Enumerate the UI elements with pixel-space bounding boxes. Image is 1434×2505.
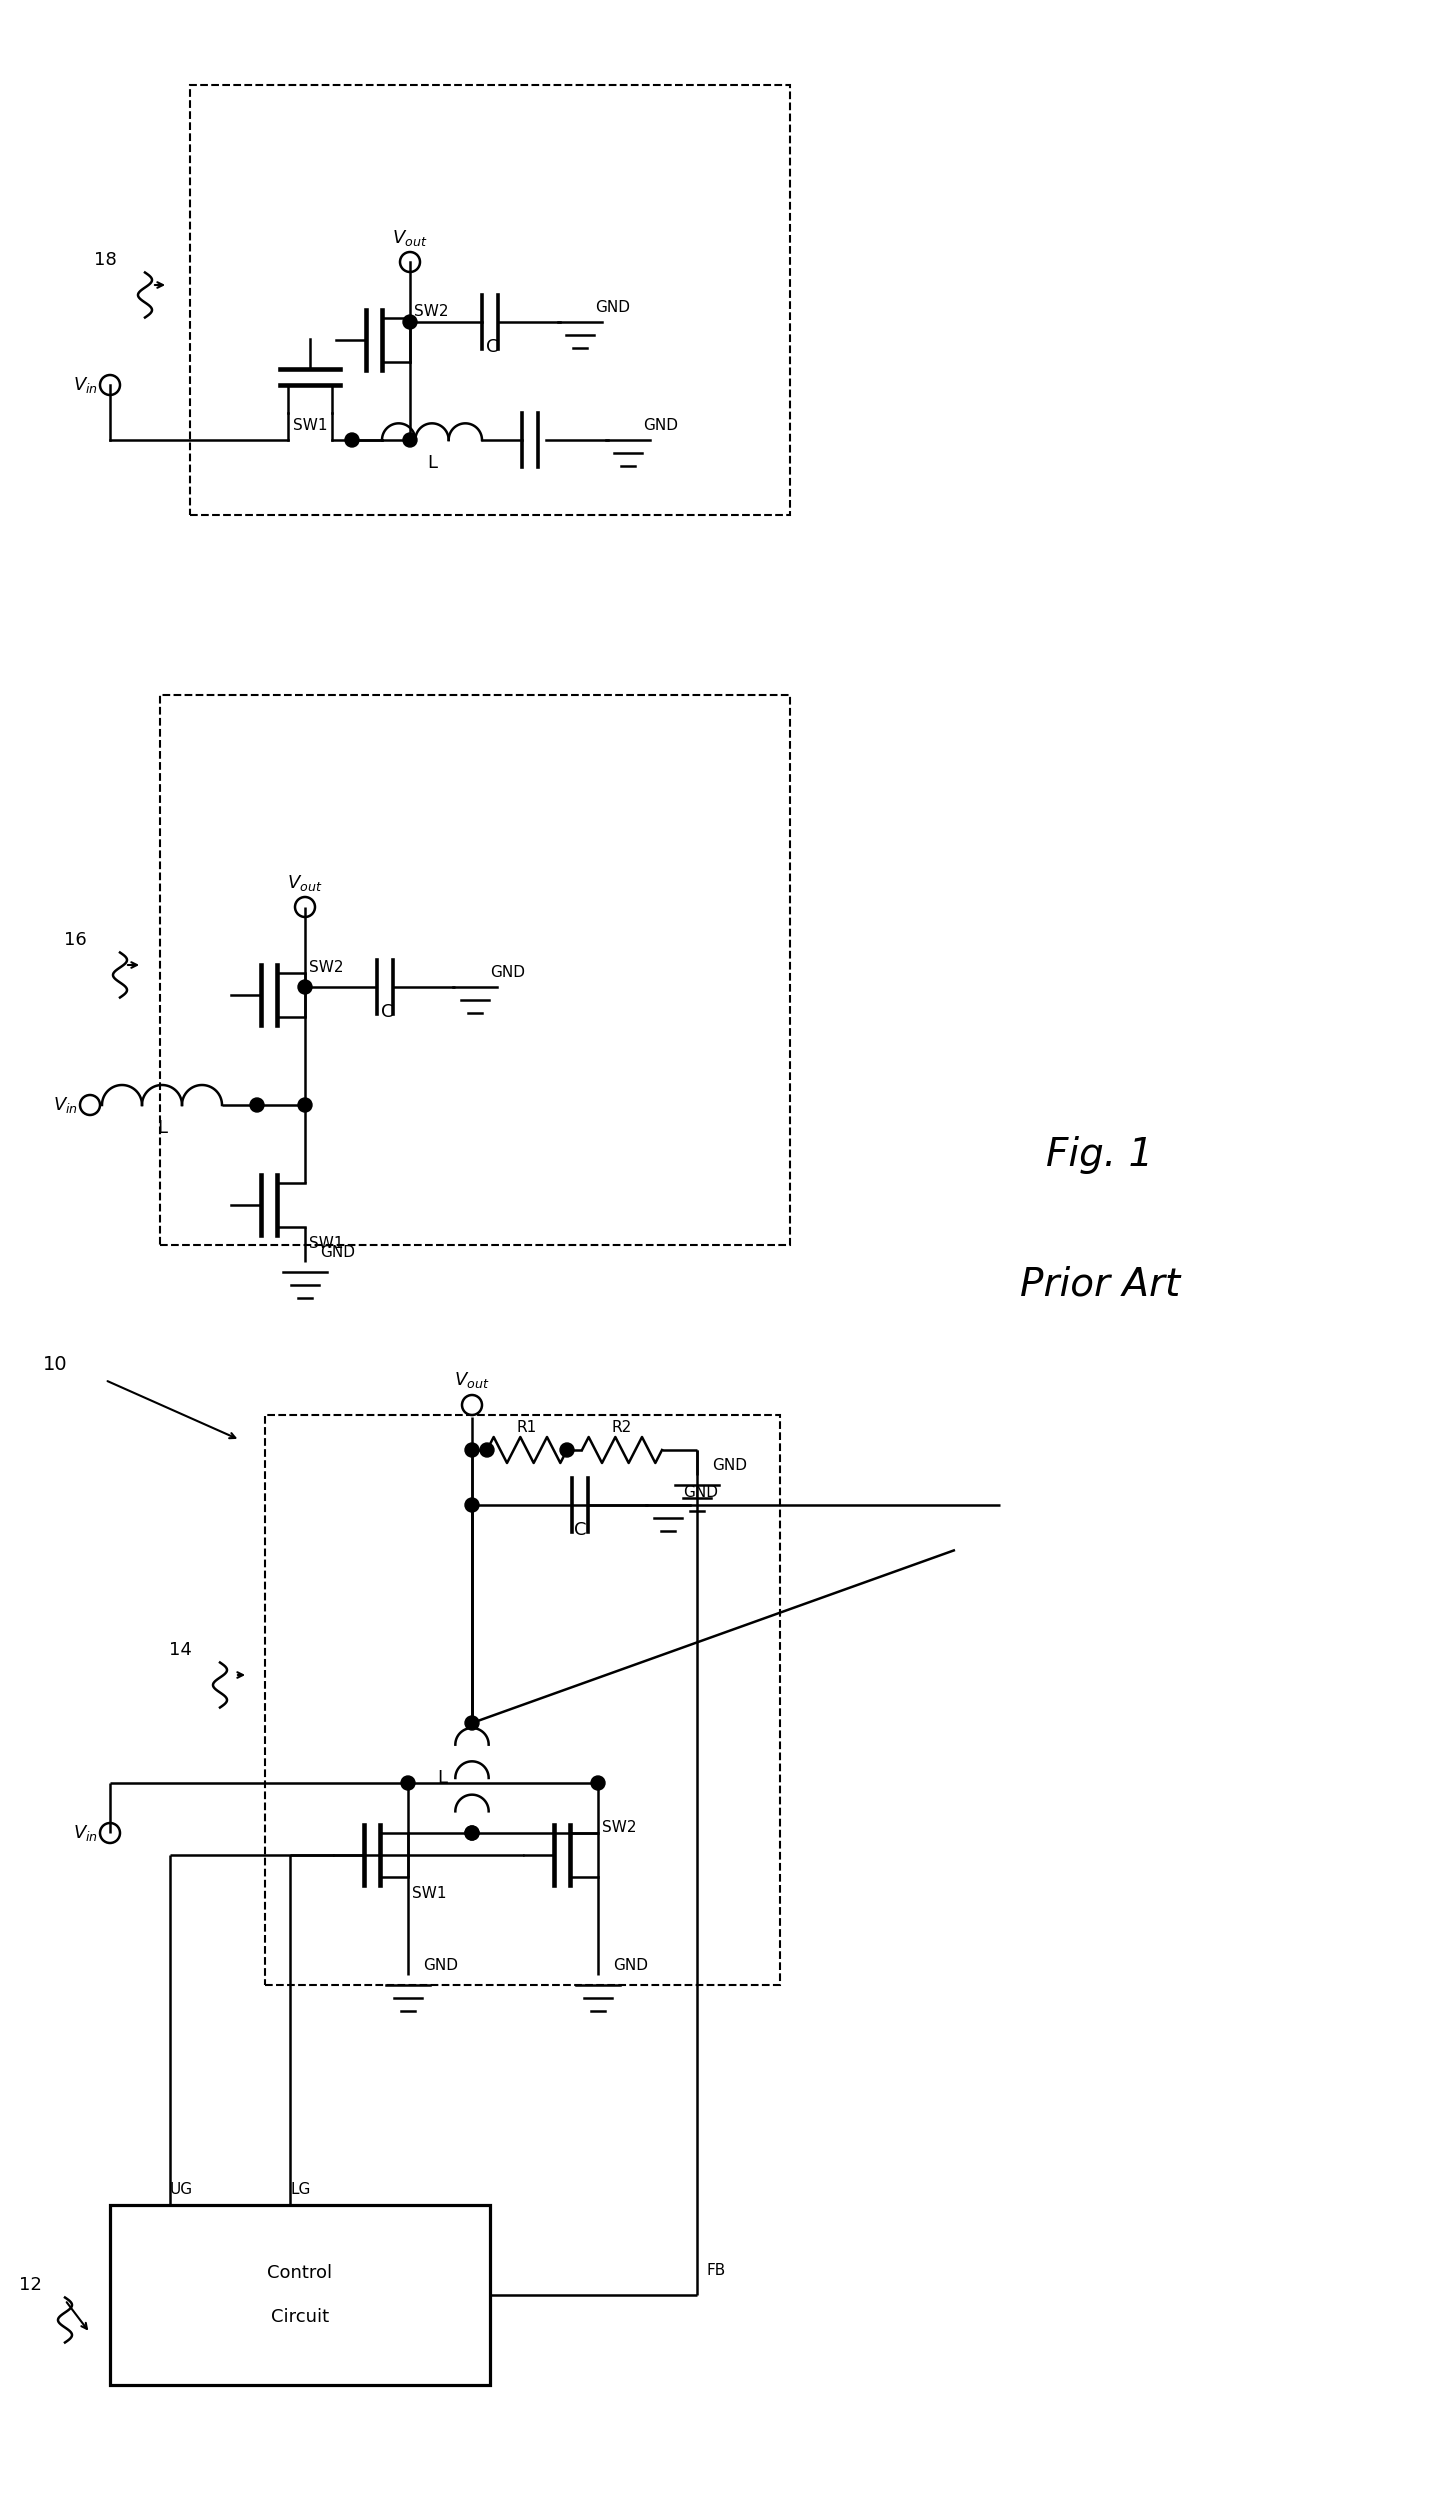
Circle shape (298, 1097, 313, 1112)
Circle shape (403, 316, 417, 328)
Circle shape (465, 1826, 479, 1841)
Bar (161, 694, 790, 1245)
Text: 10: 10 (43, 1355, 67, 1375)
Text: L: L (437, 1769, 447, 1786)
Text: GND: GND (713, 1458, 747, 1473)
Circle shape (561, 1443, 574, 1458)
Text: Prior Art: Prior Art (1020, 1265, 1180, 1305)
Text: R1: R1 (516, 1420, 538, 1435)
Text: UG: UG (171, 2182, 194, 2197)
Text: C: C (381, 1002, 393, 1022)
Text: FB: FB (707, 2262, 726, 2277)
Text: GND: GND (642, 418, 678, 433)
Text: C: C (486, 338, 498, 356)
Text: Fig. 1: Fig. 1 (1047, 1135, 1153, 1175)
Text: SW2: SW2 (602, 1819, 637, 1834)
Circle shape (465, 1826, 479, 1841)
Circle shape (298, 979, 313, 994)
Circle shape (591, 1776, 605, 1791)
Text: SW1: SW1 (412, 1886, 446, 1901)
Text: LG: LG (290, 2182, 310, 2197)
Text: C: C (574, 1521, 587, 1538)
Circle shape (465, 1498, 479, 1513)
Circle shape (403, 433, 417, 446)
Text: SW2: SW2 (414, 306, 449, 321)
Circle shape (250, 1097, 264, 1112)
Text: SW2: SW2 (308, 959, 344, 974)
Text: $V_{in}$: $V_{in}$ (73, 1824, 98, 1844)
Text: Circuit: Circuit (271, 2307, 328, 2327)
Circle shape (402, 1776, 414, 1791)
Text: $V_{out}$: $V_{out}$ (393, 228, 427, 248)
Bar (110, 2204, 490, 2385)
Text: 14: 14 (169, 1641, 191, 1658)
Text: $V_{out}$: $V_{out}$ (455, 1370, 489, 1390)
Text: GND: GND (423, 1959, 457, 1974)
Text: 12: 12 (19, 2277, 42, 2295)
Circle shape (346, 433, 358, 446)
Text: GND: GND (595, 301, 630, 316)
Text: $V_{in}$: $V_{in}$ (53, 1095, 77, 1115)
Text: Control: Control (267, 2265, 333, 2282)
Text: GND: GND (490, 964, 525, 979)
Text: R2: R2 (612, 1420, 632, 1435)
Text: SW1: SW1 (293, 418, 327, 433)
Text: $V_{out}$: $V_{out}$ (287, 874, 323, 892)
Text: 18: 18 (93, 250, 116, 268)
Text: $V_{in}$: $V_{in}$ (73, 376, 98, 396)
Text: L: L (156, 1120, 166, 1137)
Text: GND: GND (612, 1959, 648, 1974)
Circle shape (465, 1443, 479, 1458)
Circle shape (480, 1443, 493, 1458)
Text: 16: 16 (63, 932, 86, 949)
Text: L: L (427, 453, 437, 471)
Text: GND: GND (320, 1245, 356, 1260)
Bar (189, 85, 790, 516)
Text: GND: GND (683, 1485, 718, 1500)
Circle shape (465, 1716, 479, 1731)
Text: SW1: SW1 (308, 1235, 344, 1250)
Bar (265, 1415, 780, 1984)
